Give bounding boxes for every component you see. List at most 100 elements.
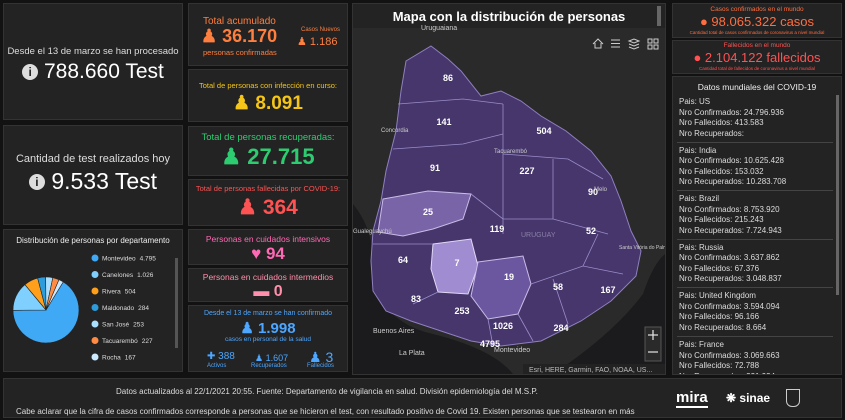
field-label: Nro Confirmados: [679, 301, 742, 311]
field-label: Pais: [679, 97, 697, 106]
sub: Cantidad total de fallecidos de coronavi… [698, 66, 816, 71]
field-value: India [699, 145, 717, 155]
field-value: 8.664 [746, 322, 767, 332]
legend-label: Montevideo [102, 256, 136, 263]
region-value: 253 [454, 306, 469, 316]
region-value: 52 [586, 226, 596, 236]
value: 98.065.322 casos [711, 14, 815, 29]
field-value: Brazil [699, 194, 720, 204]
field-value: 8.753.920 [743, 204, 780, 214]
place-label: Santa Vitória do Palmar [619, 245, 665, 251]
map-toolbar[interactable] [592, 38, 659, 50]
region-value: 25 [423, 207, 433, 217]
department-borders [373, 98, 624, 347]
region-value: 91 [430, 163, 440, 173]
label: Personas en cuidados intermedios [202, 272, 334, 282]
field-label: Nro Confirmados: [679, 253, 742, 263]
region-value: 167 [600, 285, 615, 295]
map: Mapa con la distribución de personas 86 1… [353, 4, 665, 374]
field-value: 10.625.428 [743, 156, 784, 166]
legend-value: 167 [125, 355, 136, 362]
pie-title: Distribución de personas por departament… [16, 236, 170, 245]
deaths-label: Fallecidos [307, 363, 335, 369]
region-value: 4795 [480, 339, 500, 349]
value-row: ♟ 27.715 [221, 144, 315, 169]
region-value: 19 [504, 272, 514, 282]
river-plate [353, 204, 513, 374]
active-value: ✚ 388 [207, 351, 235, 362]
field-value: 215.243 [734, 215, 764, 225]
field-value: United Kingdom [699, 291, 756, 301]
intermediate-panel: Personas en cuidados intermedios ▬ 0 [188, 268, 348, 302]
world-cases-panel: Casos confirmados en el mundo ● 98.065.3… [672, 3, 842, 38]
row-separator [677, 287, 833, 289]
value-row: ● 98.065.322 casos [699, 14, 815, 29]
place-label: La Plata [399, 350, 425, 357]
label: Personas en cuidados intensivos [205, 234, 331, 244]
field-value: 10.283.708 [746, 177, 787, 187]
table-line: Nro Recuperados: 8.664 [679, 323, 766, 332]
field-label: Nro Confirmados: [679, 107, 742, 117]
active-label: Activos [207, 363, 227, 369]
table-line: Nro Fallecidos: 72.788 [679, 361, 759, 370]
field-label: Nro Recuperados: [679, 274, 744, 284]
field-value: 153.032 [734, 166, 764, 176]
logo-mira: mira [676, 389, 708, 408]
value-row: i 9.533 Test [4, 168, 182, 195]
place-label: Montevideo [494, 347, 530, 354]
health-staff-panel: Desde el 13 de marzo se han confirmado ♟… [188, 305, 348, 372]
table-line: Nro Confirmados: 10.625.428 [679, 156, 784, 165]
field-value: US [699, 97, 711, 106]
value: 0 [273, 283, 283, 300]
region-value: 504 [536, 126, 551, 136]
legend-value: 284 [138, 305, 149, 312]
field-value: 3.594.094 [743, 301, 780, 311]
field-label: Pais: [679, 340, 697, 349]
legend-swatch [91, 337, 99, 344]
value: 788.660 Test [43, 60, 164, 83]
field-label: Nro Fallecidos: [679, 118, 733, 127]
map-title: Mapa con la distribución de personas [393, 9, 626, 24]
sub: personas confirmadas [203, 48, 277, 57]
world-table-panel: Datos mundiales del COVID-19 Pais: US Nro… [672, 76, 842, 375]
value-row: ● 2.104.122 fallecidos [693, 50, 821, 65]
value-row: ♟ 8.091 [233, 93, 303, 114]
region-value: 83 [411, 294, 421, 304]
region-value: 284 [553, 323, 568, 333]
table-title: Datos mundiales del COVID-19 [697, 82, 817, 92]
value: 388 [218, 351, 235, 362]
field-label: Nro Confirmados: [679, 204, 742, 214]
table-line: Nro Fallecidos: 67.376 [679, 264, 759, 273]
field-label: Nro Recuperados: [679, 225, 744, 235]
label: Total de personas fallecidas por COVID-1… [195, 184, 341, 193]
note: Cabe aclarar que la cifra de casos confi… [16, 407, 635, 416]
field-value: 7.724.943 [746, 225, 782, 235]
table-line: Nro Confirmados: 8.753.920 [679, 205, 780, 214]
value-row: ♥ 94 [251, 244, 285, 263]
value: 8.091 [255, 93, 303, 114]
logo-text: sinae [739, 391, 771, 405]
row-separator [677, 238, 833, 240]
field-label: Nro Recuperados: [679, 177, 744, 187]
scrollbar [836, 95, 839, 295]
region-value: 119 [490, 224, 505, 234]
place-label: Melo [594, 187, 608, 193]
table-line: Nro Recuperados: 3.048.837 [679, 274, 782, 283]
region-value: 1026 [493, 321, 513, 331]
place-label: Concordia [381, 128, 409, 134]
map-panel: Mapa con la distribución de personas 86 1… [352, 3, 666, 375]
zoom-controls[interactable] [644, 326, 662, 362]
legend-label: Maldonado [102, 305, 135, 312]
ocean [553, 254, 665, 374]
table-line: Pais: United Kingdom [679, 291, 756, 300]
label: Casos confirmados en el mundo [710, 6, 804, 13]
scrollbar [175, 258, 178, 348]
place-label: Buenos Aires [373, 328, 415, 335]
region-value: 7 [454, 258, 459, 268]
value: 1.607 [265, 353, 289, 363]
value-row: ♟ 36.170 [201, 26, 278, 46]
field-value: France [699, 340, 724, 349]
place-label: URUGUAY [521, 232, 556, 239]
field-value: 221.934 [746, 372, 775, 375]
